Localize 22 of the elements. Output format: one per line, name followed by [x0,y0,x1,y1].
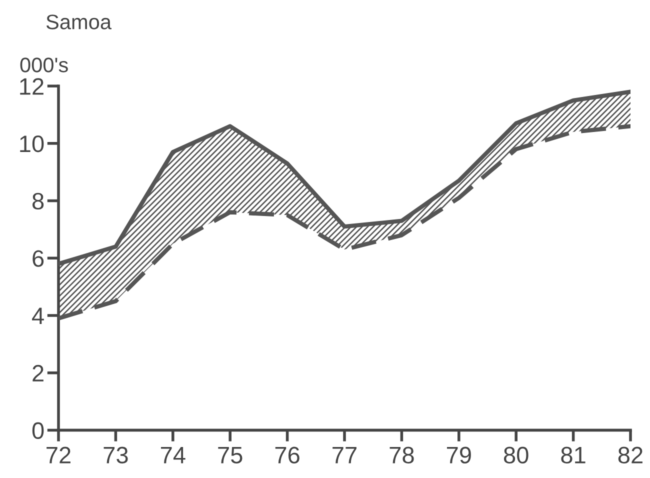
y-tick-label: 2 [32,364,44,382]
x-tick-label: 74 [160,447,186,464]
y-tick-label: 0 [32,422,44,439]
x-tick-label: 77 [332,447,356,464]
y-axis-title: 000's [20,58,68,72]
y-tick-label: 12 [20,78,44,95]
x-tick-label: 82 [618,446,642,464]
x-tick-label: 81 [561,446,586,464]
x-tick-label: 75 [218,447,242,464]
y-tick-label: 8 [32,192,44,210]
line-series [58,90,630,266]
chart-title: Samoa [46,14,112,30]
x-tick-label: 79 [446,446,471,464]
x-tick-label: 76 [275,446,300,464]
y-tick-label: 4 [32,308,44,324]
x-tick-label: 73 [104,446,128,464]
x-tick-label: 78 [390,446,414,464]
x-tick-label: 72 [46,446,70,464]
x-tick-label: 80 [504,446,528,464]
y-tick-label: 10 [20,135,44,152]
y-tick-label: 6 [32,250,44,267]
line-series [58,124,630,320]
